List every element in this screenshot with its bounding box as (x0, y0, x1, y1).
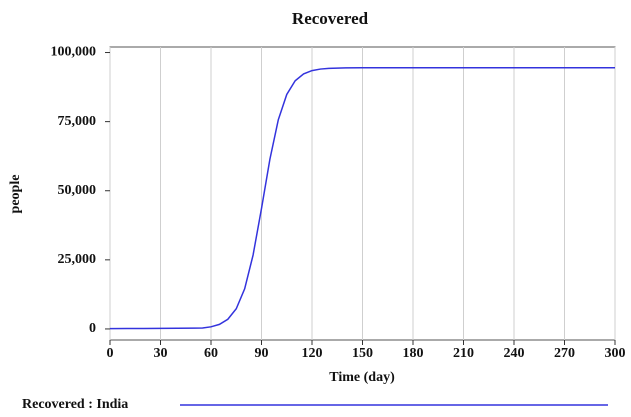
y-tick-label: 50,000 (58, 183, 97, 198)
x-tick-label: 270 (554, 346, 575, 361)
x-tick-label: 0 (107, 346, 114, 361)
y-tick-label: 75,000 (58, 114, 97, 129)
y-tick-label: 25,000 (58, 252, 97, 267)
x-tick-label: 90 (255, 346, 269, 361)
y-axis-label: people (8, 175, 23, 214)
x-tick-label: 120 (302, 346, 323, 361)
x-axis-label: Time (day) (329, 370, 395, 385)
x-tick-label: 180 (403, 346, 424, 361)
chart-title: Recovered (292, 9, 369, 28)
y-tick-label: 0 (89, 321, 96, 336)
legend-label: Recovered : India (22, 397, 128, 412)
y-tick-label: 100,000 (51, 45, 97, 60)
x-tick-label: 30 (154, 346, 168, 361)
x-tick-label: 60 (204, 346, 218, 361)
data-line (109, 66, 615, 330)
x-tick-label: 150 (352, 346, 373, 361)
x-tick-label: 240 (504, 346, 525, 361)
x-tick-label: 300 (605, 346, 626, 361)
x-tick-label: 210 (453, 346, 474, 361)
